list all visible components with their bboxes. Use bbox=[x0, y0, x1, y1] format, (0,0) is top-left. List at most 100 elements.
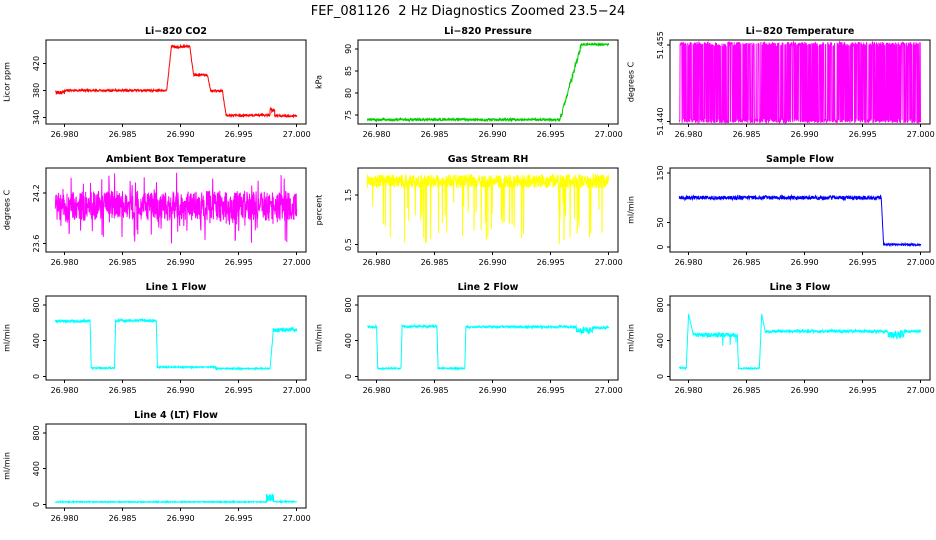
panel-gas-stream-rh: Gas Stream RH percent 26.980 26.985 26.990… bbox=[312, 152, 624, 280]
axes bbox=[43, 39, 307, 127]
y-tick-label: 0 bbox=[656, 245, 665, 250]
tick-labels: 26.980 26.985 26.990 26.995 27.000 51.440 51.4… bbox=[656, 31, 935, 139]
y-tick-label: 400 bbox=[656, 333, 665, 348]
x-tick-label: 26.985 bbox=[733, 130, 761, 139]
x-tick-label: 26.990 bbox=[167, 130, 195, 139]
y-tick-label: 90 bbox=[344, 44, 353, 54]
axes bbox=[43, 295, 307, 383]
chart-title: Line 1 Flow bbox=[145, 282, 207, 293]
y-tick-label: 340 bbox=[32, 110, 41, 125]
series-line bbox=[678, 193, 922, 248]
y-tick-label: 800 bbox=[656, 297, 665, 312]
tick-labels: 26.980 26.985 26.990 26.995 27.000 0.5 1.5 bbox=[344, 189, 623, 267]
x-tick-label: 26.990 bbox=[167, 258, 195, 267]
y-tick-label: 1.5 bbox=[344, 189, 353, 202]
chart-title: Li−820 Pressure bbox=[444, 26, 532, 37]
x-tick-label: 26.985 bbox=[109, 386, 137, 395]
plot-area: 26.980 26.985 26.990 26.995 27.000 0.5 1.5 bbox=[344, 167, 623, 267]
x-tick-label: 26.985 bbox=[421, 130, 449, 139]
x-tick-label: 26.985 bbox=[109, 258, 137, 267]
x-tick-label: 27.000 bbox=[283, 386, 311, 395]
plot-area: 26.980 26.985 26.990 26.995 27.000 0 400 800 bbox=[344, 295, 623, 395]
x-tick-label: 26.990 bbox=[479, 258, 507, 267]
y-tick-label: 400 bbox=[344, 333, 353, 348]
y-tick-label: 23.6 bbox=[32, 235, 41, 253]
x-tick-label: 26.995 bbox=[849, 386, 877, 395]
plot-area: 26.980 26.985 26.990 26.995 27.000 75 80 85 90 bbox=[344, 39, 623, 139]
panel-line3-flow: Line 3 Flow ml/min 26.980 26.985 26.990 26.… bbox=[624, 280, 936, 408]
x-tick-label: 26.995 bbox=[537, 130, 565, 139]
chart-title: Li−820 Temperature bbox=[745, 26, 855, 37]
y-tick-label: 0 bbox=[32, 502, 41, 507]
x-tick-label: 26.985 bbox=[109, 514, 137, 523]
chart-title: Li−820 CO2 bbox=[144, 26, 208, 37]
tick-labels: 26.980 26.985 26.990 26.995 27.000 75 80 85 90 bbox=[344, 44, 623, 139]
tick-labels: 26.980 26.985 26.990 26.995 27.000 0 400 800 bbox=[344, 297, 623, 395]
y-tick-label: 51.440 bbox=[656, 107, 665, 135]
x-tick-label: 26.995 bbox=[537, 258, 565, 267]
x-tick-label: 26.995 bbox=[225, 514, 253, 523]
y-tick-label: 0 bbox=[32, 374, 41, 379]
figure-title: FEF_081126 2 Hz Diagnostics Zoomed 23.5−… bbox=[310, 4, 626, 19]
panel-line4-lt-flow: Line 4 (LT) Flow ml/min 26.980 26.985 26.9… bbox=[0, 408, 312, 536]
plot-area: 26.980 26.985 26.990 26.995 27.000 51.440 51.4… bbox=[656, 31, 935, 139]
panel-line1-flow: Line 1 Flow ml/min 26.980 26.985 26.990 26.… bbox=[0, 280, 312, 408]
axes bbox=[355, 295, 619, 383]
panel-li820-pressure: Li−820 Pressure kPa 26.980 26.985 26.990 26… bbox=[312, 24, 624, 152]
y-tick-label: 51.455 bbox=[656, 31, 665, 59]
y-tick-label: 75 bbox=[344, 110, 353, 120]
series-line bbox=[54, 317, 298, 372]
chart-title: Line 4 (LT) Flow bbox=[134, 410, 218, 421]
x-tick-label: 26.985 bbox=[421, 386, 449, 395]
x-tick-label: 26.995 bbox=[849, 258, 877, 267]
y-tick-label: 80 bbox=[344, 88, 353, 98]
chart-title: Ambient Box Temperature bbox=[106, 154, 246, 165]
x-tick-label: 26.980 bbox=[675, 130, 703, 139]
plot-area: 26.980 26.985 26.990 26.995 27.000 0 400 800 bbox=[32, 295, 311, 395]
axes bbox=[355, 167, 619, 255]
plot-area: 26.980 26.985 26.990 26.995 27.000 0 400 800 bbox=[32, 423, 311, 523]
x-tick-label: 26.985 bbox=[733, 386, 761, 395]
y-tick-label: 400 bbox=[32, 333, 41, 348]
panel-li820-co2: Li−820 CO2 Licor ppm 26.980 26.985 26.990 2… bbox=[0, 24, 312, 152]
axes bbox=[43, 167, 307, 255]
y-tick-label: 24.2 bbox=[32, 184, 41, 202]
axes bbox=[355, 39, 619, 127]
x-tick-label: 26.980 bbox=[51, 386, 79, 395]
y-tick-label: 380 bbox=[32, 83, 41, 98]
x-tick-label: 27.000 bbox=[283, 130, 311, 139]
x-tick-label: 26.985 bbox=[109, 130, 137, 139]
series-line bbox=[678, 313, 922, 371]
panel-grid: Li−820 CO2 Licor ppm 26.980 26.985 26.990 2… bbox=[0, 24, 936, 536]
x-tick-label: 26.980 bbox=[51, 514, 79, 523]
x-tick-label: 27.000 bbox=[595, 386, 623, 395]
x-tick-label: 26.990 bbox=[791, 130, 819, 139]
x-tick-label: 26.980 bbox=[363, 130, 391, 139]
tick-labels: 26.980 26.985 26.990 26.995 27.000 0 400 800 bbox=[32, 297, 311, 395]
tick-labels: 26.980 26.985 26.990 26.995 27.000 340 380 420 bbox=[32, 56, 311, 139]
x-tick-label: 26.990 bbox=[479, 130, 507, 139]
series-line bbox=[55, 43, 298, 119]
x-tick-label: 26.990 bbox=[167, 514, 195, 523]
x-tick-label: 26.990 bbox=[791, 258, 819, 267]
x-tick-label: 26.995 bbox=[225, 258, 253, 267]
y-tick-label: 0 bbox=[656, 374, 665, 379]
series-line bbox=[366, 172, 610, 244]
y-tick-label: 800 bbox=[32, 425, 41, 440]
chart-title: Gas Stream RH bbox=[447, 154, 529, 165]
series-line bbox=[54, 493, 298, 505]
x-tick-label: 27.000 bbox=[907, 130, 935, 139]
y-tick-label: 85 bbox=[344, 66, 353, 76]
axes bbox=[667, 39, 931, 127]
x-tick-label: 26.980 bbox=[51, 258, 79, 267]
series-line bbox=[366, 42, 610, 123]
y-tick-label: 0 bbox=[344, 374, 353, 379]
x-tick-label: 27.000 bbox=[283, 258, 311, 267]
x-tick-label: 27.000 bbox=[595, 258, 623, 267]
x-tick-label: 26.985 bbox=[733, 258, 761, 267]
y-tick-label: 150 bbox=[656, 165, 665, 180]
axes bbox=[43, 423, 307, 511]
y-tick-label: 0.5 bbox=[344, 238, 353, 251]
y-tick-label: 420 bbox=[32, 56, 41, 71]
